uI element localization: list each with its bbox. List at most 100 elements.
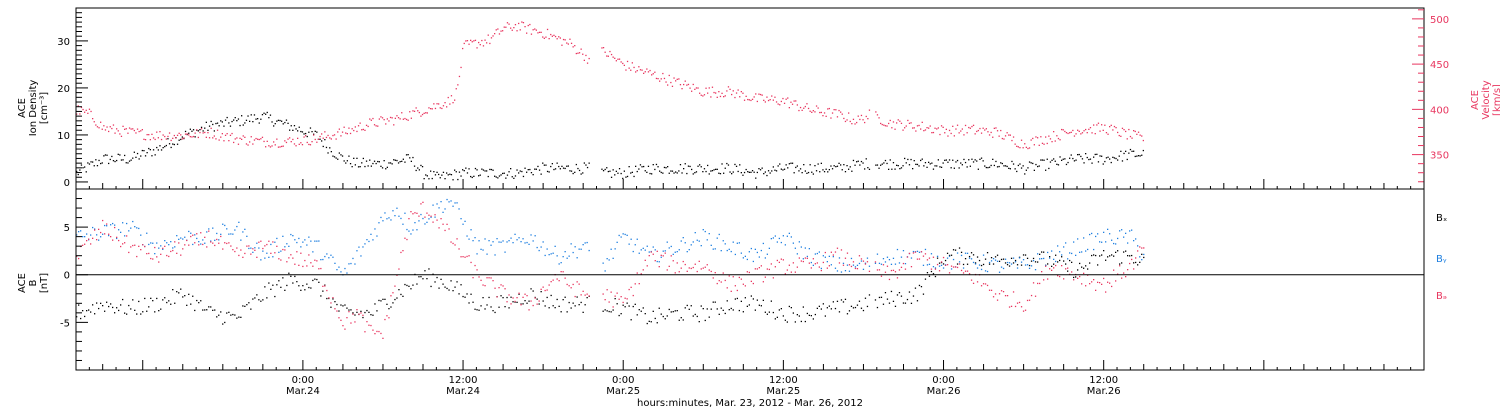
density-point xyxy=(905,162,907,164)
bx-point xyxy=(92,304,94,306)
density-point xyxy=(913,160,915,162)
by-point xyxy=(894,263,897,265)
by-point xyxy=(512,242,514,244)
bz-point xyxy=(250,253,252,255)
by-point xyxy=(1047,251,1049,254)
density-point xyxy=(585,164,587,166)
by-point xyxy=(978,264,981,266)
bx-point xyxy=(542,300,544,302)
density-point xyxy=(229,125,232,127)
by-point xyxy=(918,251,921,253)
density-point xyxy=(1057,164,1060,166)
by-point xyxy=(478,240,480,242)
density-point xyxy=(239,124,241,127)
velocity-point xyxy=(442,105,445,107)
bz-point xyxy=(1059,275,1061,278)
velocity-point xyxy=(308,143,310,146)
b-tick-label: 0 xyxy=(64,271,70,282)
density-point xyxy=(85,171,87,173)
bx-point xyxy=(174,302,176,304)
density-point xyxy=(108,162,110,165)
velocity-point xyxy=(172,137,174,139)
velocity-point xyxy=(380,116,382,118)
bz-point xyxy=(106,223,108,225)
by-point xyxy=(80,230,82,232)
density-point xyxy=(902,165,904,167)
bz-point xyxy=(432,221,434,223)
by-point xyxy=(532,240,534,242)
velocity-point xyxy=(216,129,219,131)
density-point xyxy=(1075,159,1077,161)
density-point xyxy=(623,170,625,172)
density-point xyxy=(330,151,332,153)
density-point xyxy=(968,159,970,161)
by-point xyxy=(1129,230,1131,232)
bx-point xyxy=(404,283,406,286)
density-point xyxy=(357,166,360,168)
by-point xyxy=(458,208,460,210)
density-point xyxy=(82,167,84,169)
by-point xyxy=(980,268,983,271)
bz-point xyxy=(836,247,839,249)
density-point xyxy=(324,139,326,141)
density-point xyxy=(409,157,411,159)
density-point xyxy=(208,125,211,127)
velocity-point xyxy=(80,106,83,109)
velocity-point xyxy=(303,136,305,138)
velocity-point xyxy=(300,142,302,144)
by-point xyxy=(472,240,474,242)
bx-point xyxy=(316,278,318,281)
density-point xyxy=(796,165,798,167)
bz-point xyxy=(840,249,843,251)
density-point xyxy=(998,165,1000,168)
density-point xyxy=(455,171,457,173)
velocity-point xyxy=(900,122,903,124)
bx-point xyxy=(1143,256,1145,259)
velocity-point xyxy=(626,60,629,63)
velocity-tick-label: 350 xyxy=(1430,151,1449,162)
bx-point xyxy=(192,295,194,297)
by-point xyxy=(1063,246,1065,248)
by-point xyxy=(1024,264,1027,266)
density-point xyxy=(353,157,355,159)
velocity-point xyxy=(548,38,550,40)
velocity-point xyxy=(90,110,92,113)
velocity-point xyxy=(98,127,100,129)
density-point xyxy=(833,165,835,167)
density-point xyxy=(772,166,774,168)
by-point xyxy=(582,244,584,246)
bx-point xyxy=(972,254,975,256)
bz-point xyxy=(876,269,879,271)
bx-point xyxy=(498,306,500,308)
by-point xyxy=(950,268,953,270)
bz-point xyxy=(644,259,646,261)
velocity-point xyxy=(1081,132,1084,134)
density-point xyxy=(948,159,951,161)
bz-point xyxy=(478,276,480,278)
velocity-point xyxy=(651,74,653,76)
by-point xyxy=(1099,241,1101,243)
bx-point xyxy=(922,293,925,295)
density-point xyxy=(1053,158,1055,160)
bz-point xyxy=(1073,279,1075,281)
density-point xyxy=(172,143,174,145)
bz-point xyxy=(322,285,324,287)
bz-point xyxy=(324,285,326,287)
density-point xyxy=(124,154,126,157)
density-point xyxy=(681,172,683,174)
bz-point xyxy=(882,264,885,266)
velocity-point xyxy=(851,123,853,125)
by-point xyxy=(1073,241,1075,243)
density-point xyxy=(907,158,909,161)
velocity-point xyxy=(654,71,656,73)
by-point xyxy=(402,223,404,225)
bz-point xyxy=(898,269,901,271)
bz-point xyxy=(476,269,478,271)
bx-point xyxy=(1022,254,1025,256)
density-point xyxy=(626,175,629,178)
velocity-point xyxy=(1077,129,1079,131)
bz-point xyxy=(788,264,790,266)
by-point xyxy=(910,257,913,259)
bz-point xyxy=(648,255,650,257)
by-point xyxy=(134,226,136,228)
